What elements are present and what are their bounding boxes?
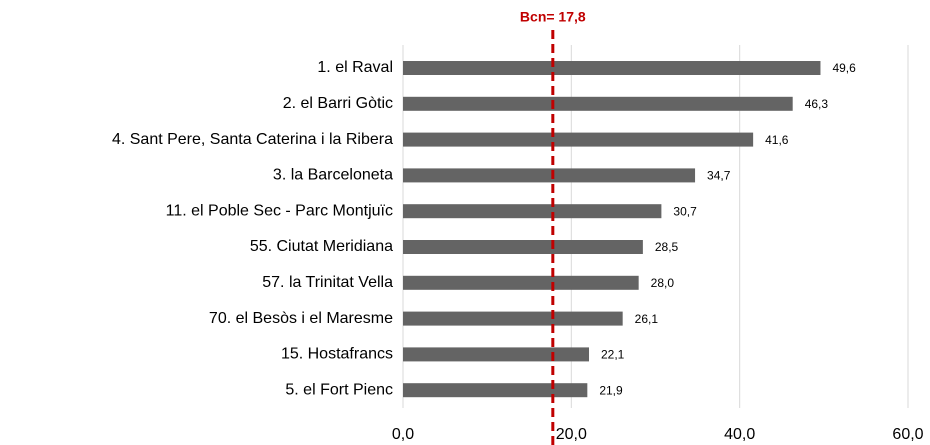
bar: [403, 311, 623, 326]
y-tick-label: 3. la Barceloneta: [273, 167, 393, 184]
bar: [403, 96, 793, 111]
bar: [403, 383, 588, 398]
x-tick-label: 40,0: [724, 426, 755, 443]
data-label: 34,7: [707, 169, 731, 183]
y-tick-label: 70. el Besòs i el Maresme: [209, 310, 393, 327]
data-label: 26,1: [635, 312, 659, 326]
data-label: 28,5: [655, 240, 679, 254]
x-tick-label: 60,0: [892, 426, 923, 443]
data-label: 22,1: [601, 348, 625, 362]
y-tick-label: 1. el Raval: [317, 59, 393, 76]
y-tick-label: 15. Hostafrancs: [281, 346, 393, 363]
bar: [403, 132, 754, 147]
x-tick-label: 20,0: [556, 426, 587, 443]
y-tick-label: 11. el Poble Sec - Parc Montjuïc: [166, 202, 393, 219]
data-label: 49,6: [832, 61, 856, 75]
y-tick-label: 57. la Trinitat Vella: [262, 274, 393, 291]
bar: [403, 204, 662, 219]
bar: [403, 61, 821, 75]
data-label: 46,3: [805, 97, 829, 111]
bar: [403, 275, 639, 290]
bar: [403, 240, 643, 254]
y-tick-label: 55. Ciutat Meridiana: [250, 238, 393, 255]
bar: [403, 168, 696, 183]
data-label: 41,6: [765, 133, 789, 147]
x-tick-label: 0,0: [392, 426, 414, 443]
data-label: 30,7: [673, 204, 697, 218]
data-label: 21,9: [599, 383, 623, 397]
y-tick-label: 4. Sant Pere, Santa Caterina i la Ribera: [112, 131, 393, 148]
bar: [403, 347, 590, 362]
y-tick-label: 5. el Fort Pienc: [285, 381, 393, 398]
reference-label: Bcn= 17,8: [520, 9, 586, 25]
y-tick-label: 2. el Barri Gòtic: [283, 95, 393, 112]
data-label: 28,0: [651, 276, 675, 290]
